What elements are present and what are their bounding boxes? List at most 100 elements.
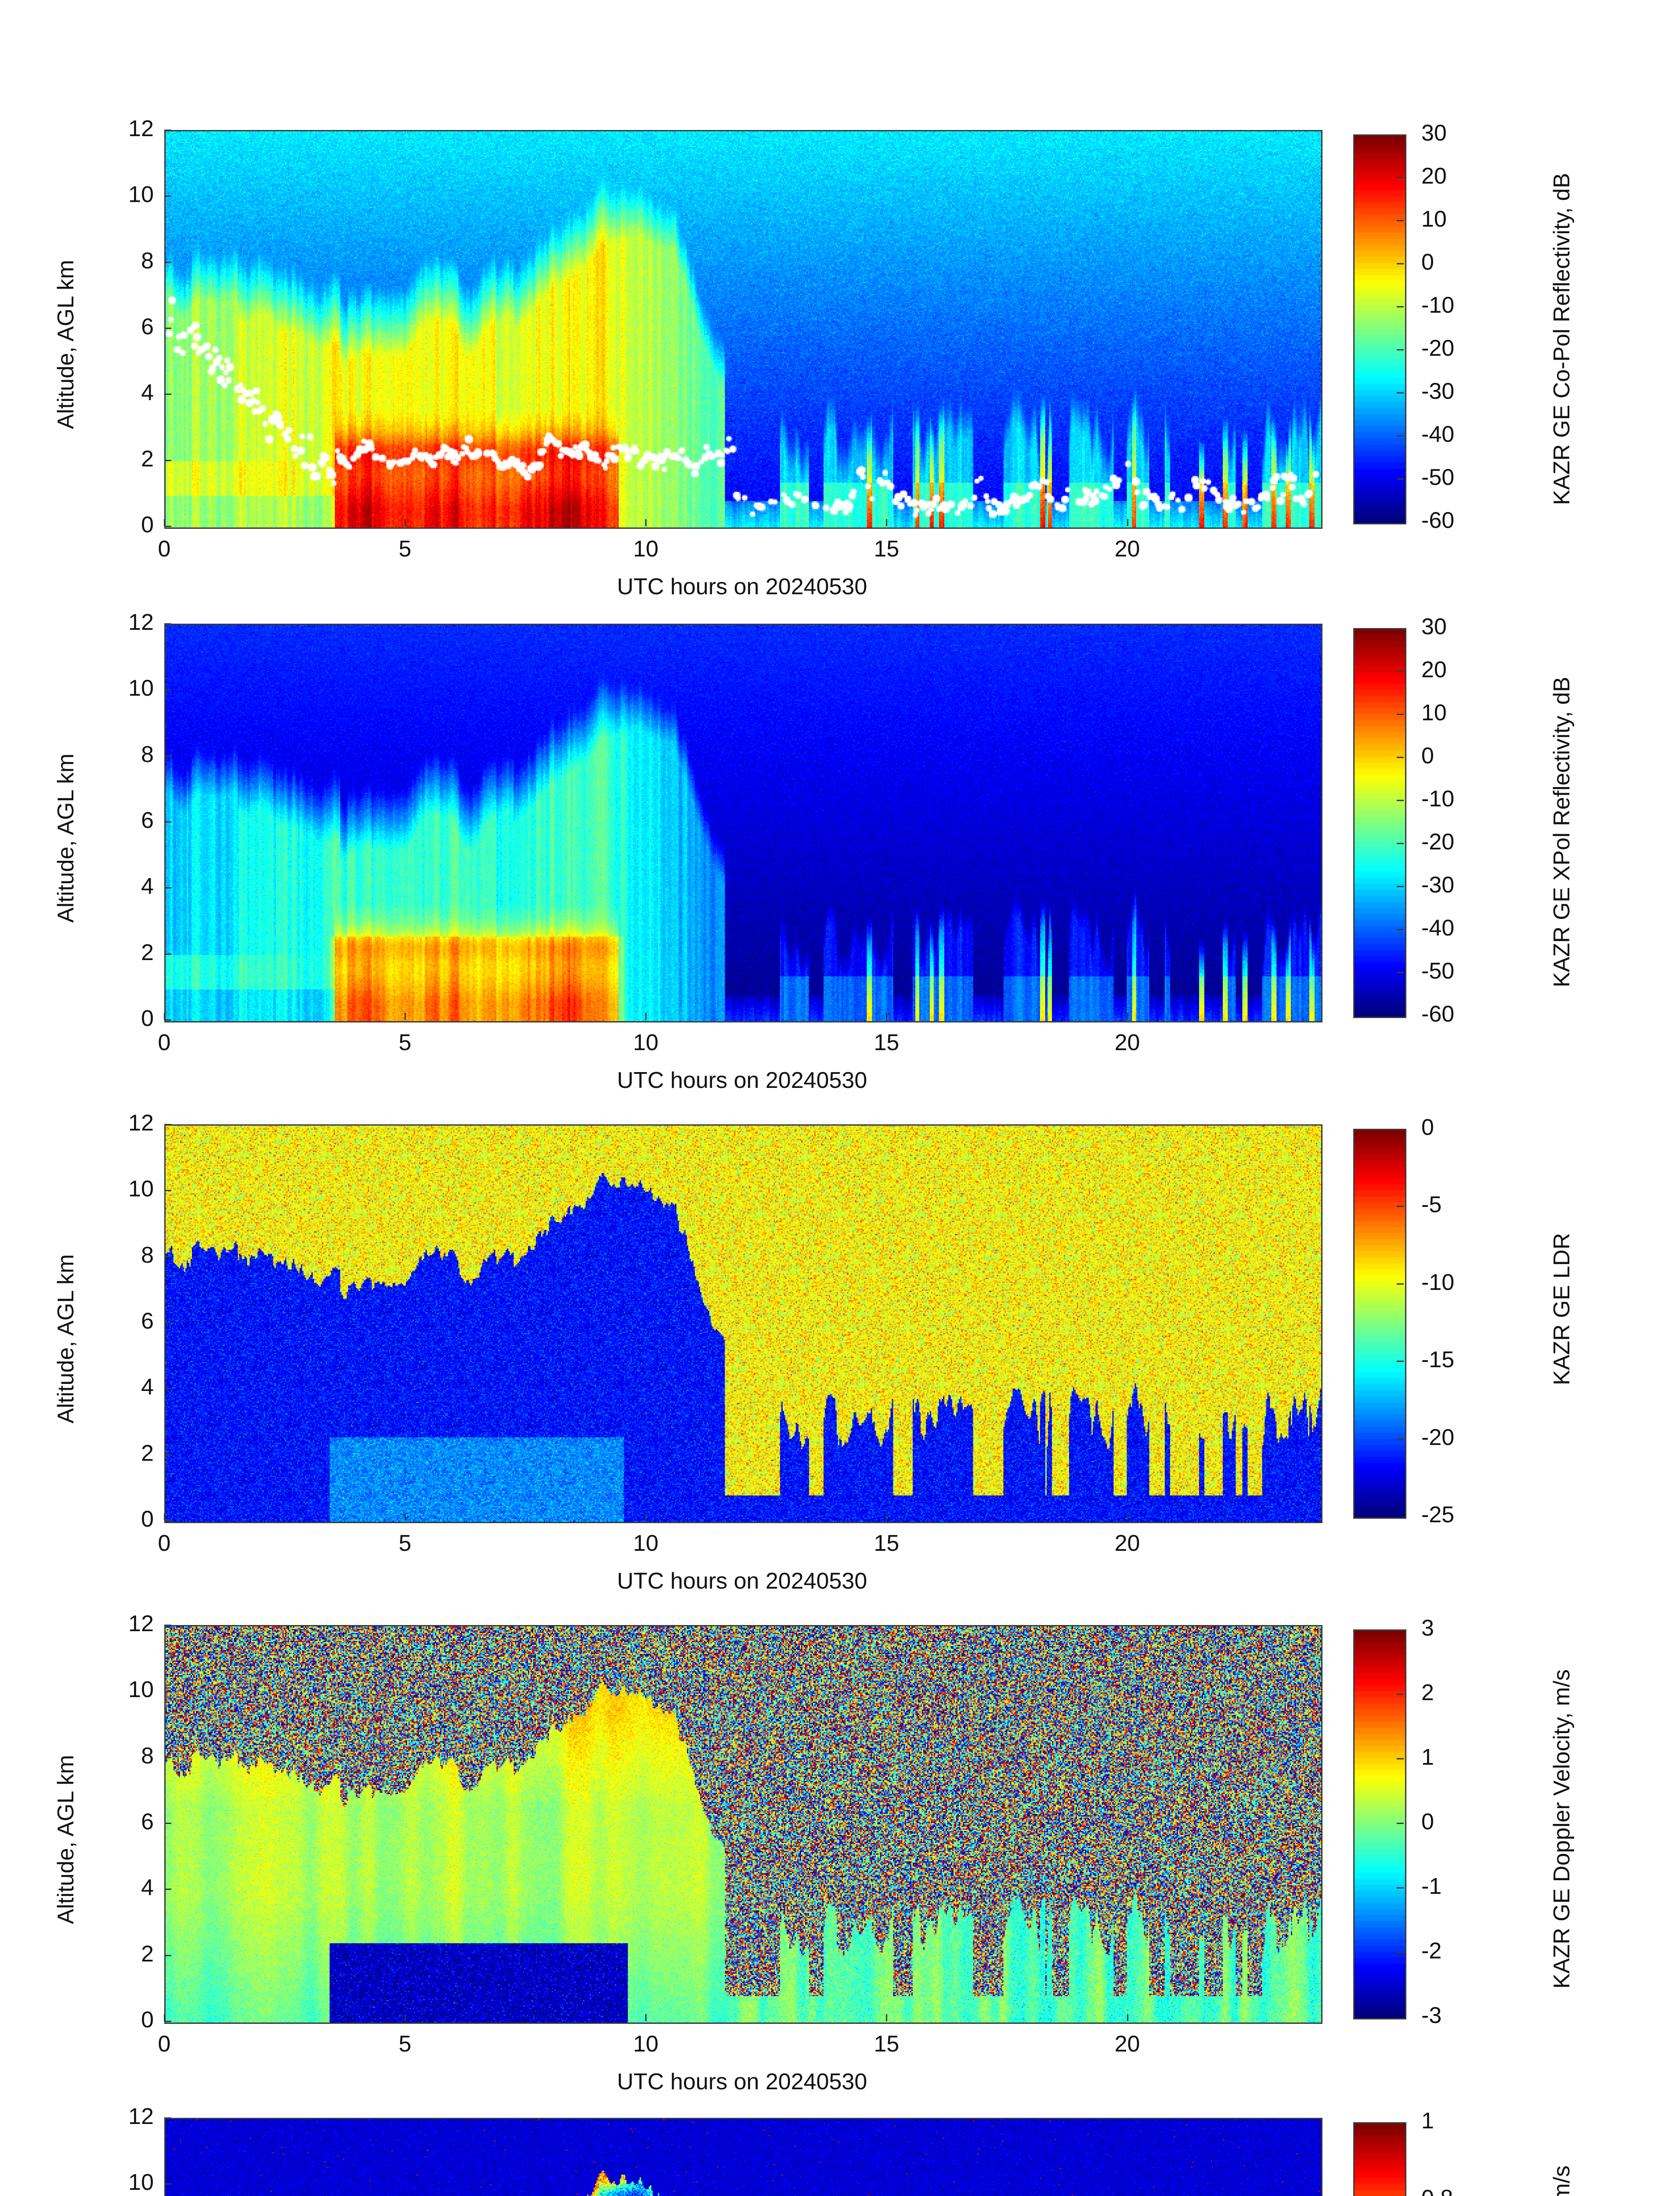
colorbar-tick-mark xyxy=(1397,435,1404,437)
colorbar-tick-mark xyxy=(1397,757,1404,758)
y-tick-label: 4 xyxy=(141,1875,154,1901)
colorbar-tick-mark xyxy=(1397,972,1404,973)
y-tick-mark xyxy=(164,130,171,131)
colorbar-tick-label: -10 xyxy=(1421,1269,1455,1295)
colorbar-tick-label: -20 xyxy=(1421,336,1455,361)
y-tick-mark xyxy=(164,1256,171,1257)
y-tick-mark xyxy=(164,2021,171,2022)
x-tick-mark xyxy=(1127,1513,1128,1521)
y-tick-label: 0 xyxy=(141,1506,154,1532)
y-tick-label: 6 xyxy=(141,1308,154,1334)
colorbar xyxy=(1353,1629,1406,2019)
y-tick-mark xyxy=(164,2183,171,2185)
y-tick-mark xyxy=(164,1520,171,1521)
colorbar-tick-label: -60 xyxy=(1421,1001,1455,1027)
colorbar-tick-label: -2 xyxy=(1421,1938,1442,1964)
colorbar-tick-label: 20 xyxy=(1421,657,1447,683)
x-tick-label: 10 xyxy=(633,1030,659,1055)
y-tick-label: 4 xyxy=(141,380,154,406)
y-tick-label: 0 xyxy=(141,512,154,538)
colorbar-tick-mark xyxy=(1397,671,1404,672)
colorbar xyxy=(1353,628,1406,1018)
y-axis-label: Altitude, AGL km xyxy=(53,1755,79,1924)
x-tick-mark xyxy=(164,519,165,526)
colorbar-label: KAZR GE XPol Reflectivity, dB xyxy=(1549,676,1575,987)
y-tick-mark xyxy=(164,459,171,461)
colorbar-tick-mark xyxy=(1397,349,1404,350)
colorbar-tick-label: -25 xyxy=(1421,1502,1455,1528)
colorbar-tick-mark xyxy=(1397,714,1404,715)
x-axis-label: UTC hours on 20240530 xyxy=(617,574,867,600)
colorbar-tick-label: 10 xyxy=(1421,700,1447,726)
x-tick-mark xyxy=(1127,1013,1128,1020)
x-tick-label: 5 xyxy=(398,1531,412,1556)
y-tick-mark xyxy=(164,526,171,527)
y-tick-mark xyxy=(164,1388,171,1390)
y-tick-mark xyxy=(164,1690,171,1692)
x-tick-mark xyxy=(645,1013,647,1020)
colorbar-tick-label: 0 xyxy=(1421,743,1434,769)
colorbar xyxy=(1353,1129,1406,1519)
colorbar-tick-mark xyxy=(1397,1758,1404,1759)
colorbar-label: KAZR GE Doppler Velocity, m/s xyxy=(1549,1669,1575,1989)
heatmap-plot-area xyxy=(164,130,1322,529)
colorbar-label: KAZR GE Co-Pol Reflectivity, dB xyxy=(1549,173,1575,505)
colorbar-tick-label: 2 xyxy=(1421,1680,1434,1705)
colorbar-tick-mark xyxy=(1397,1952,1404,1953)
colorbar-tick-label: 0 xyxy=(1421,1809,1434,1835)
y-tick-label: 6 xyxy=(141,314,154,340)
x-tick-label: 5 xyxy=(398,536,412,562)
colorbar-tick-label: 1 xyxy=(1421,1745,1434,1770)
x-tick-mark xyxy=(886,1013,888,1020)
y-tick-label: 8 xyxy=(141,248,154,274)
colorbar-tick-label: -1 xyxy=(1421,1874,1442,1899)
colorbar-tick-label: 30 xyxy=(1421,614,1447,639)
y-tick-label: 10 xyxy=(128,182,154,208)
y-tick-mark xyxy=(164,1454,171,1456)
x-tick-label: 10 xyxy=(633,1531,659,1556)
x-axis-label: UTC hours on 20240530 xyxy=(617,2069,867,2095)
y-tick-mark xyxy=(164,821,171,823)
x-tick-label: 0 xyxy=(158,1531,171,1556)
colorbar-tick-label: 0.8 xyxy=(1421,2185,1453,2196)
y-tick-label: 2 xyxy=(141,446,154,472)
x-tick-label: 10 xyxy=(633,2031,659,2057)
y-tick-label: 0 xyxy=(141,2007,154,2033)
y-tick-mark xyxy=(164,1190,171,1192)
x-tick-label: 15 xyxy=(874,536,900,562)
colorbar-tick-label: -30 xyxy=(1421,872,1455,898)
y-tick-mark xyxy=(164,328,171,329)
y-tick-mark xyxy=(164,1019,171,1021)
x-tick-mark xyxy=(645,2014,647,2021)
heatmap-plot-area xyxy=(164,624,1322,1022)
y-tick-mark xyxy=(164,755,171,757)
colorbar-tick-mark xyxy=(1397,843,1404,844)
colorbar-tick-mark xyxy=(1397,1823,1404,1824)
colorbar-tick-mark xyxy=(1397,800,1404,801)
colorbar-tick-label: 1 xyxy=(1421,2108,1434,2134)
y-tick-label: 4 xyxy=(141,874,154,899)
heatmap-plot-area xyxy=(164,2118,1322,2196)
y-tick-mark xyxy=(164,1322,171,1323)
y-tick-mark xyxy=(164,1124,171,1125)
x-tick-mark xyxy=(886,2014,888,2021)
x-tick-label: 15 xyxy=(874,1030,900,1055)
y-tick-mark xyxy=(164,394,171,395)
x-axis-label: UTC hours on 20240530 xyxy=(617,1068,867,1093)
y-axis-label: Altitude, AGL km xyxy=(53,260,79,429)
y-tick-label: 8 xyxy=(141,1242,154,1268)
y-tick-label: 12 xyxy=(128,1611,154,1636)
colorbar-tick-label: -40 xyxy=(1421,422,1455,447)
x-tick-mark xyxy=(645,519,647,526)
colorbar-label: KAZR GE LDR xyxy=(1549,1233,1575,1385)
x-tick-mark xyxy=(405,1013,406,1020)
x-tick-mark xyxy=(164,2014,165,2021)
y-tick-label: 8 xyxy=(141,741,154,767)
x-tick-mark xyxy=(405,1513,406,1521)
x-tick-label: 0 xyxy=(158,536,171,562)
x-tick-label: 15 xyxy=(874,1531,900,1556)
y-tick-label: 0 xyxy=(141,1006,154,1031)
y-tick-label: 10 xyxy=(128,2170,154,2196)
y-tick-label: 2 xyxy=(141,939,154,965)
